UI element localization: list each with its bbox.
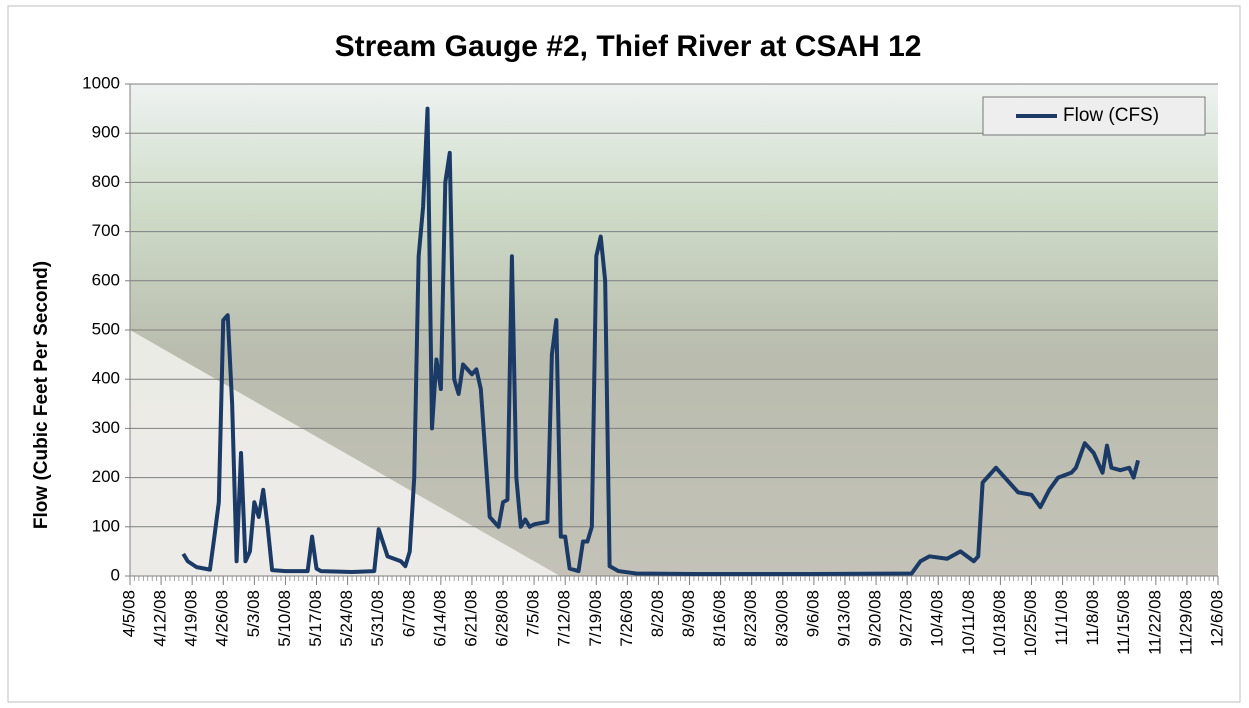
x-tick-label: 5/17/08 xyxy=(306,590,325,647)
y-tick-label: 800 xyxy=(92,172,120,191)
y-tick-label: 300 xyxy=(92,418,120,437)
y-tick-label: 700 xyxy=(92,221,120,240)
x-tick-label: 7/5/08 xyxy=(524,590,543,637)
grid xyxy=(130,83,1218,577)
x-tick-label: 8/9/08 xyxy=(679,590,698,637)
x-tick-label: 9/6/08 xyxy=(803,590,822,637)
x-tick-label: 11/15/08 xyxy=(1114,590,1133,655)
x-tick-label: 10/25/08 xyxy=(1021,590,1040,656)
y-axis-label: Flow (Cubic Feet Per Second) xyxy=(31,261,52,529)
x-tick-label: 7/12/08 xyxy=(555,590,574,647)
x-tick-label: 5/3/08 xyxy=(244,590,263,637)
chart-title: Stream Gauge #2, Thief River at CSAH 12 xyxy=(335,30,922,63)
x-tick-label: 8/16/08 xyxy=(710,590,729,647)
x-tick-label: 11/29/08 xyxy=(1176,590,1195,655)
y-tick-label: 400 xyxy=(92,369,120,388)
x-tick-label: 10/4/08 xyxy=(928,590,947,647)
y-tick-label: 600 xyxy=(92,270,120,289)
x-tick-label: 5/24/08 xyxy=(337,590,356,647)
x-tick-label: 9/20/08 xyxy=(866,590,885,647)
legend-label: Flow (CFS) xyxy=(1063,105,1159,126)
y-tick-label: 200 xyxy=(92,467,120,486)
x-tick-label: 8/2/08 xyxy=(648,590,667,637)
x-tick-label: 7/26/08 xyxy=(617,590,636,647)
y-tick-label: 500 xyxy=(92,319,120,338)
y-tick-label: 0 xyxy=(111,565,120,584)
x-tick-label: 11/1/08 xyxy=(1052,590,1071,645)
x-tick-label: 5/31/08 xyxy=(368,590,387,647)
x-tick-label: 9/13/08 xyxy=(834,590,853,647)
x-tick-label: 8/23/08 xyxy=(741,590,760,647)
x-tick-label: 4/19/08 xyxy=(182,590,201,647)
x-tick-label: 4/12/08 xyxy=(151,590,170,647)
x-tick-label: 9/27/08 xyxy=(897,590,916,647)
data-line xyxy=(181,106,1141,577)
legend: Flow (CFS) xyxy=(982,96,1206,136)
y-tick-label: 1000 xyxy=(82,73,120,92)
x-tick-label: 6/14/08 xyxy=(430,590,449,647)
x-tick-label: 4/26/08 xyxy=(213,590,232,647)
x-tick-label: 11/22/08 xyxy=(1145,590,1164,655)
x-tick-label: 8/30/08 xyxy=(772,590,791,647)
x-tick-label: 10/11/08 xyxy=(959,590,978,655)
x-tick-label: 7/19/08 xyxy=(586,590,605,647)
x-tick-label: 10/18/08 xyxy=(990,590,1009,656)
x-tick-label: 11/8/08 xyxy=(1083,590,1102,645)
x-tick-label: 6/21/08 xyxy=(461,590,480,647)
x-tick-label: 6/28/08 xyxy=(493,590,512,647)
y-tick-label: 100 xyxy=(92,516,120,535)
x-tick-label: 6/7/08 xyxy=(399,590,418,637)
x-tick-label: 5/10/08 xyxy=(275,590,294,647)
y-tick-label: 900 xyxy=(92,123,120,142)
x-tick-label: 12/6/08 xyxy=(1207,590,1226,647)
x-tick-label: 4/5/08 xyxy=(119,590,138,637)
